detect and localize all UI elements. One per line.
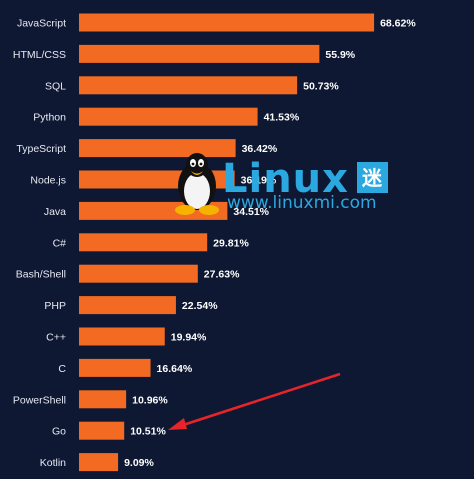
watermark: Linux 迷 www.linuxmi.com bbox=[175, 153, 388, 215]
value-label-javascript: 68.62% bbox=[380, 18, 416, 30]
value-label-php: 22.54% bbox=[182, 300, 218, 312]
category-label-python: Python bbox=[33, 112, 66, 124]
bar-sql bbox=[79, 76, 298, 95]
category-label-typescript: TypeScript bbox=[16, 143, 66, 155]
category-label-powershell: PowerShell bbox=[13, 394, 66, 406]
bar-php bbox=[79, 296, 176, 315]
bar-c bbox=[79, 233, 208, 252]
bar-kotlin bbox=[79, 453, 119, 472]
bar-typescript bbox=[79, 139, 236, 158]
bar-c bbox=[79, 358, 151, 377]
bar-bash-shell bbox=[79, 264, 198, 283]
category-label-c: C++ bbox=[46, 332, 66, 344]
labels-layer: JavaScript 68.62% HTML/CSS 55.9% SQL 50.73% Py… bbox=[13, 18, 416, 470]
category-label-kotlin: Kotlin bbox=[40, 457, 66, 469]
category-label-c: C# bbox=[53, 237, 67, 249]
value-label-typescript: 36.42% bbox=[242, 143, 278, 155]
tux-penguin-icon bbox=[175, 153, 219, 215]
bars-layer bbox=[79, 13, 375, 472]
value-label-kotlin: 9.09% bbox=[124, 457, 154, 469]
watermark-brand: Linux bbox=[222, 156, 349, 202]
category-label-c: C bbox=[58, 363, 66, 375]
category-label-bash-shell: Bash/Shell bbox=[16, 269, 66, 281]
watermark-cn-box bbox=[357, 162, 388, 193]
value-label-powershell: 10.96% bbox=[132, 394, 168, 406]
value-label-node-js: 36.19% bbox=[241, 175, 277, 187]
bar-html-css bbox=[79, 44, 320, 63]
value-label-c: 19.94% bbox=[171, 332, 207, 344]
bar-javascript bbox=[79, 13, 375, 32]
value-label-go: 10.51% bbox=[130, 426, 166, 438]
value-label-sql: 50.73% bbox=[303, 80, 339, 92]
category-label-node-js: Node.js bbox=[30, 175, 66, 187]
bar-go bbox=[79, 421, 125, 440]
category-label-php: PHP bbox=[44, 300, 66, 312]
value-label-python: 41.53% bbox=[264, 112, 300, 124]
bar-python bbox=[79, 107, 258, 126]
category-label-html-css: HTML/CSS bbox=[13, 49, 66, 61]
watermark-brand-cn: 迷 bbox=[361, 166, 383, 190]
value-label-html-css: 55.9% bbox=[325, 49, 355, 61]
bar-powershell bbox=[79, 390, 127, 409]
category-label-go: Go bbox=[52, 426, 66, 438]
category-label-java: Java bbox=[44, 206, 66, 218]
value-label-c: 16.64% bbox=[157, 363, 193, 375]
value-label-bash-shell: 27.63% bbox=[204, 269, 240, 281]
annotation-arrow bbox=[168, 372, 341, 430]
watermark-url: www.linuxmi.com bbox=[227, 193, 377, 213]
category-label-sql: SQL bbox=[45, 80, 66, 92]
value-label-java: 34.51% bbox=[233, 206, 269, 218]
bar-c bbox=[79, 327, 165, 346]
value-label-c: 29.81% bbox=[213, 237, 249, 249]
category-label-javascript: JavaScript bbox=[17, 18, 66, 30]
